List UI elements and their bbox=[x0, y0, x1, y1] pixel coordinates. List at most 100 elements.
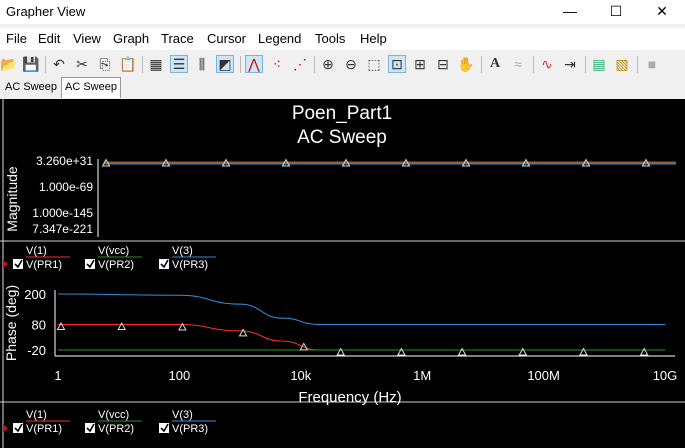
phase-data-marker bbox=[518, 347, 528, 356]
legend-bottom-label: V(PR2) bbox=[98, 423, 134, 435]
copy-icon[interactable]: ⎘ bbox=[99, 56, 111, 72]
phase-x-tick-label: 100 bbox=[169, 368, 191, 383]
phase-legend: V(1) V(PR1) V(vcc) V(PR2) V(3) V(PR3) bbox=[3, 409, 216, 435]
menu-cursor[interactable]: Cursor bbox=[207, 31, 247, 46]
phase-y-tick-label: -20 bbox=[27, 343, 46, 358]
undo-icon[interactable]: ↶ bbox=[53, 56, 65, 72]
menu-trace[interactable]: Trace bbox=[161, 31, 194, 46]
menu-edit[interactable]: Edit bbox=[38, 31, 61, 46]
phase-series-2[interactable] bbox=[57, 293, 665, 326]
text-icon[interactable]: A bbox=[489, 56, 501, 71]
zoom-in-icon[interactable]: ⊕ bbox=[322, 56, 334, 72]
phase-data-marker bbox=[457, 347, 467, 356]
magnitude-data-marker bbox=[281, 158, 291, 167]
toolbar-separator bbox=[314, 56, 315, 73]
magnitude-data-marker bbox=[461, 158, 471, 167]
phase-data-marker bbox=[397, 347, 406, 356]
mathcad-icon[interactable]: ▧ bbox=[615, 56, 629, 72]
legend-top-label: V(vcc) bbox=[98, 245, 129, 257]
line-markers-icon[interactable]: ⋰ bbox=[293, 56, 307, 72]
phase-y-axis-label: Phase (deg) bbox=[3, 285, 19, 361]
menu-legend[interactable]: Legend bbox=[258, 31, 302, 46]
legend-checkbox[interactable] bbox=[159, 423, 169, 433]
legend-top-label: V(1) bbox=[26, 409, 47, 421]
magnitude-data-marker bbox=[401, 158, 411, 167]
minimize-button[interactable]: — bbox=[563, 3, 577, 19]
export-icon[interactable]: ⇥ bbox=[564, 56, 576, 72]
menu-file[interactable]: File bbox=[6, 31, 27, 46]
zoom-y-icon[interactable]: ⊟ bbox=[437, 56, 449, 72]
window-title: Grapher View bbox=[6, 4, 86, 19]
legend-checkbox[interactable] bbox=[85, 423, 95, 433]
phase-data-marker bbox=[579, 347, 588, 356]
phase-plot[interactable]: 200 80 -20 Phase (deg) 1 100 10k 1M 100M 10G Frequ… bbox=[3, 285, 677, 406]
magnitude-data-marker bbox=[161, 158, 171, 167]
title-bar: Grapher View — ☐ ✕ bbox=[0, 0, 685, 24]
line-icon[interactable]: ⋀ bbox=[245, 55, 263, 73]
cursors-icon[interactable]: ⫼ bbox=[198, 56, 206, 72]
reverse-colors-icon[interactable]: ◩ bbox=[216, 55, 234, 73]
legend-bottom-label: V(PR1) bbox=[26, 259, 62, 271]
menu-help[interactable]: Help bbox=[360, 31, 387, 46]
maximize-button[interactable]: ☐ bbox=[609, 3, 623, 19]
legend-checkbox[interactable] bbox=[85, 259, 95, 269]
check-icon bbox=[86, 423, 95, 433]
overlay-icon[interactable]: ∿ bbox=[541, 56, 553, 72]
legend-top-label: V(vcc) bbox=[98, 409, 129, 421]
tab-ac-sweep-1[interactable]: AC Sweep bbox=[5, 81, 57, 93]
legend-checkbox[interactable] bbox=[159, 259, 169, 269]
zoom-x-icon[interactable]: ⊞ bbox=[414, 56, 426, 72]
save-icon[interactable]: 💾 bbox=[22, 56, 40, 72]
phase-data-marker bbox=[336, 347, 346, 356]
grid-icon[interactable]: ▦ bbox=[149, 56, 163, 72]
magnitude-data-marker bbox=[341, 158, 351, 167]
graph-title: Poen_Part1 bbox=[292, 103, 392, 124]
close-button[interactable]: ✕ bbox=[656, 3, 668, 19]
menu-bar: File Edit View Graph Trace Cursor Legend… bbox=[0, 28, 685, 50]
legend-icon[interactable]: ☰ bbox=[170, 55, 188, 73]
tab-ac-sweep-2[interactable]: AC Sweep bbox=[61, 77, 121, 98]
paste-icon[interactable]: 📋 bbox=[119, 56, 137, 72]
magnitude-data-marker bbox=[521, 158, 531, 167]
excel-icon[interactable]: ▤ bbox=[592, 56, 606, 72]
check-icon bbox=[14, 423, 23, 433]
graph-subtitle: AC Sweep bbox=[297, 127, 387, 148]
phase-data-marker bbox=[56, 321, 66, 331]
phase-data-marker bbox=[178, 322, 187, 331]
active-trace-marker bbox=[3, 424, 8, 432]
graph-svg[interactable]: Poen_Part1 AC Sweep 3.260e+31 1.000e-69 1.… bbox=[0, 99, 685, 448]
zoom-out-icon[interactable]: ⊖ bbox=[345, 56, 357, 72]
magnitude-y-tick-label: 7.347e-221 bbox=[32, 222, 93, 236]
graph-area[interactable]: Poen_Part1 AC Sweep 3.260e+31 1.000e-69 1.… bbox=[0, 99, 685, 448]
magnitude-plot[interactable]: 3.260e+31 1.000e-69 1.000e-145 7.347e-221 Ma… bbox=[4, 154, 676, 237]
phase-x-tick-label: 10G bbox=[653, 368, 678, 383]
phase-x-tick-label: 1 bbox=[54, 368, 61, 383]
menu-view[interactable]: View bbox=[73, 31, 101, 46]
magnitude-legend: V(1) V(PR1) V(vcc) V(PR2) V(3) V(PR3) bbox=[3, 245, 216, 271]
stop-icon[interactable]: ■ bbox=[647, 56, 657, 72]
active-trace-marker bbox=[3, 260, 8, 268]
phase-y-tick-label: 80 bbox=[32, 318, 46, 333]
menu-graph[interactable]: Graph bbox=[113, 31, 150, 46]
open-icon[interactable]: 📂 bbox=[0, 56, 18, 72]
label-icon[interactable]: ≈ bbox=[514, 56, 522, 72]
legend-top-label: V(3) bbox=[172, 409, 193, 421]
pan-icon[interactable]: ✋ bbox=[457, 56, 475, 72]
legend-checkbox[interactable] bbox=[13, 259, 23, 269]
toolbar-separator bbox=[45, 56, 46, 73]
menu-tools[interactable]: Tools bbox=[315, 31, 346, 46]
cut-icon[interactable]: ✂ bbox=[76, 56, 88, 72]
markers-icon[interactable]: ⁖ bbox=[272, 56, 282, 72]
magnitude-data-marker bbox=[641, 158, 651, 167]
magnitude-data-marker bbox=[101, 158, 111, 167]
phase-x-tick-label: 100M bbox=[527, 368, 560, 383]
zoom-area-icon[interactable]: ⬚ bbox=[367, 56, 381, 72]
legend-checkbox[interactable] bbox=[13, 423, 23, 433]
toolbar-separator bbox=[481, 56, 482, 73]
check-icon bbox=[160, 423, 169, 433]
legend-bottom-label: V(PR1) bbox=[26, 423, 62, 435]
phase-series-0[interactable] bbox=[58, 324, 665, 351]
legend-bottom-label: V(PR3) bbox=[172, 259, 208, 271]
magnitude-y-tick-label: 1.000e-145 bbox=[32, 206, 93, 220]
zoom-full-icon[interactable]: ⊡ bbox=[388, 55, 406, 73]
